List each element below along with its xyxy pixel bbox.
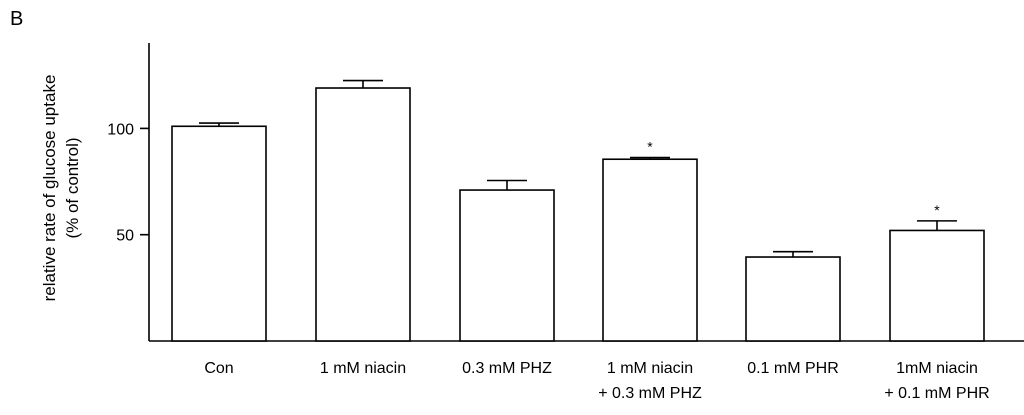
x-category-label: 1 mM niacin — [320, 360, 406, 377]
y-axis-title-line: (% of control) — [63, 137, 82, 238]
y-tick-label: 50 — [116, 228, 134, 245]
significance-marker: * — [934, 202, 940, 218]
y-axis-title: relative rate of glucose uptake (% of con… — [40, 75, 82, 302]
x-category-label: 1mM niacin — [896, 360, 978, 377]
y-axis-title-line: relative rate of glucose uptake — [40, 75, 59, 302]
x-category-label: + 0.1 mM PHR — [884, 385, 989, 402]
x-category-label: 0.1 mM PHR — [747, 360, 839, 377]
y-axis-ticks: 50 100 — [107, 121, 149, 245]
bar — [459, 189, 555, 342]
significance-marker: * — [647, 139, 653, 155]
y-tick-label: 100 — [107, 121, 134, 138]
bar — [171, 125, 267, 342]
x-category-label: 0.3 mM PHZ — [462, 360, 552, 377]
panel-label: B — [10, 8, 23, 30]
bar — [745, 256, 841, 342]
bar — [889, 229, 985, 342]
x-category-label: Con — [204, 360, 233, 377]
x-category-label: 1 mM niacin — [607, 360, 693, 377]
x-axis-labels: Con 1 mM niacin 0.3 mM PHZ 1 mM niacin + 0.3… — [204, 360, 989, 402]
bars: ** — [171, 79, 985, 342]
bar — [315, 87, 411, 342]
x-category-label: + 0.3 mM PHZ — [598, 385, 702, 402]
bar — [602, 158, 698, 342]
